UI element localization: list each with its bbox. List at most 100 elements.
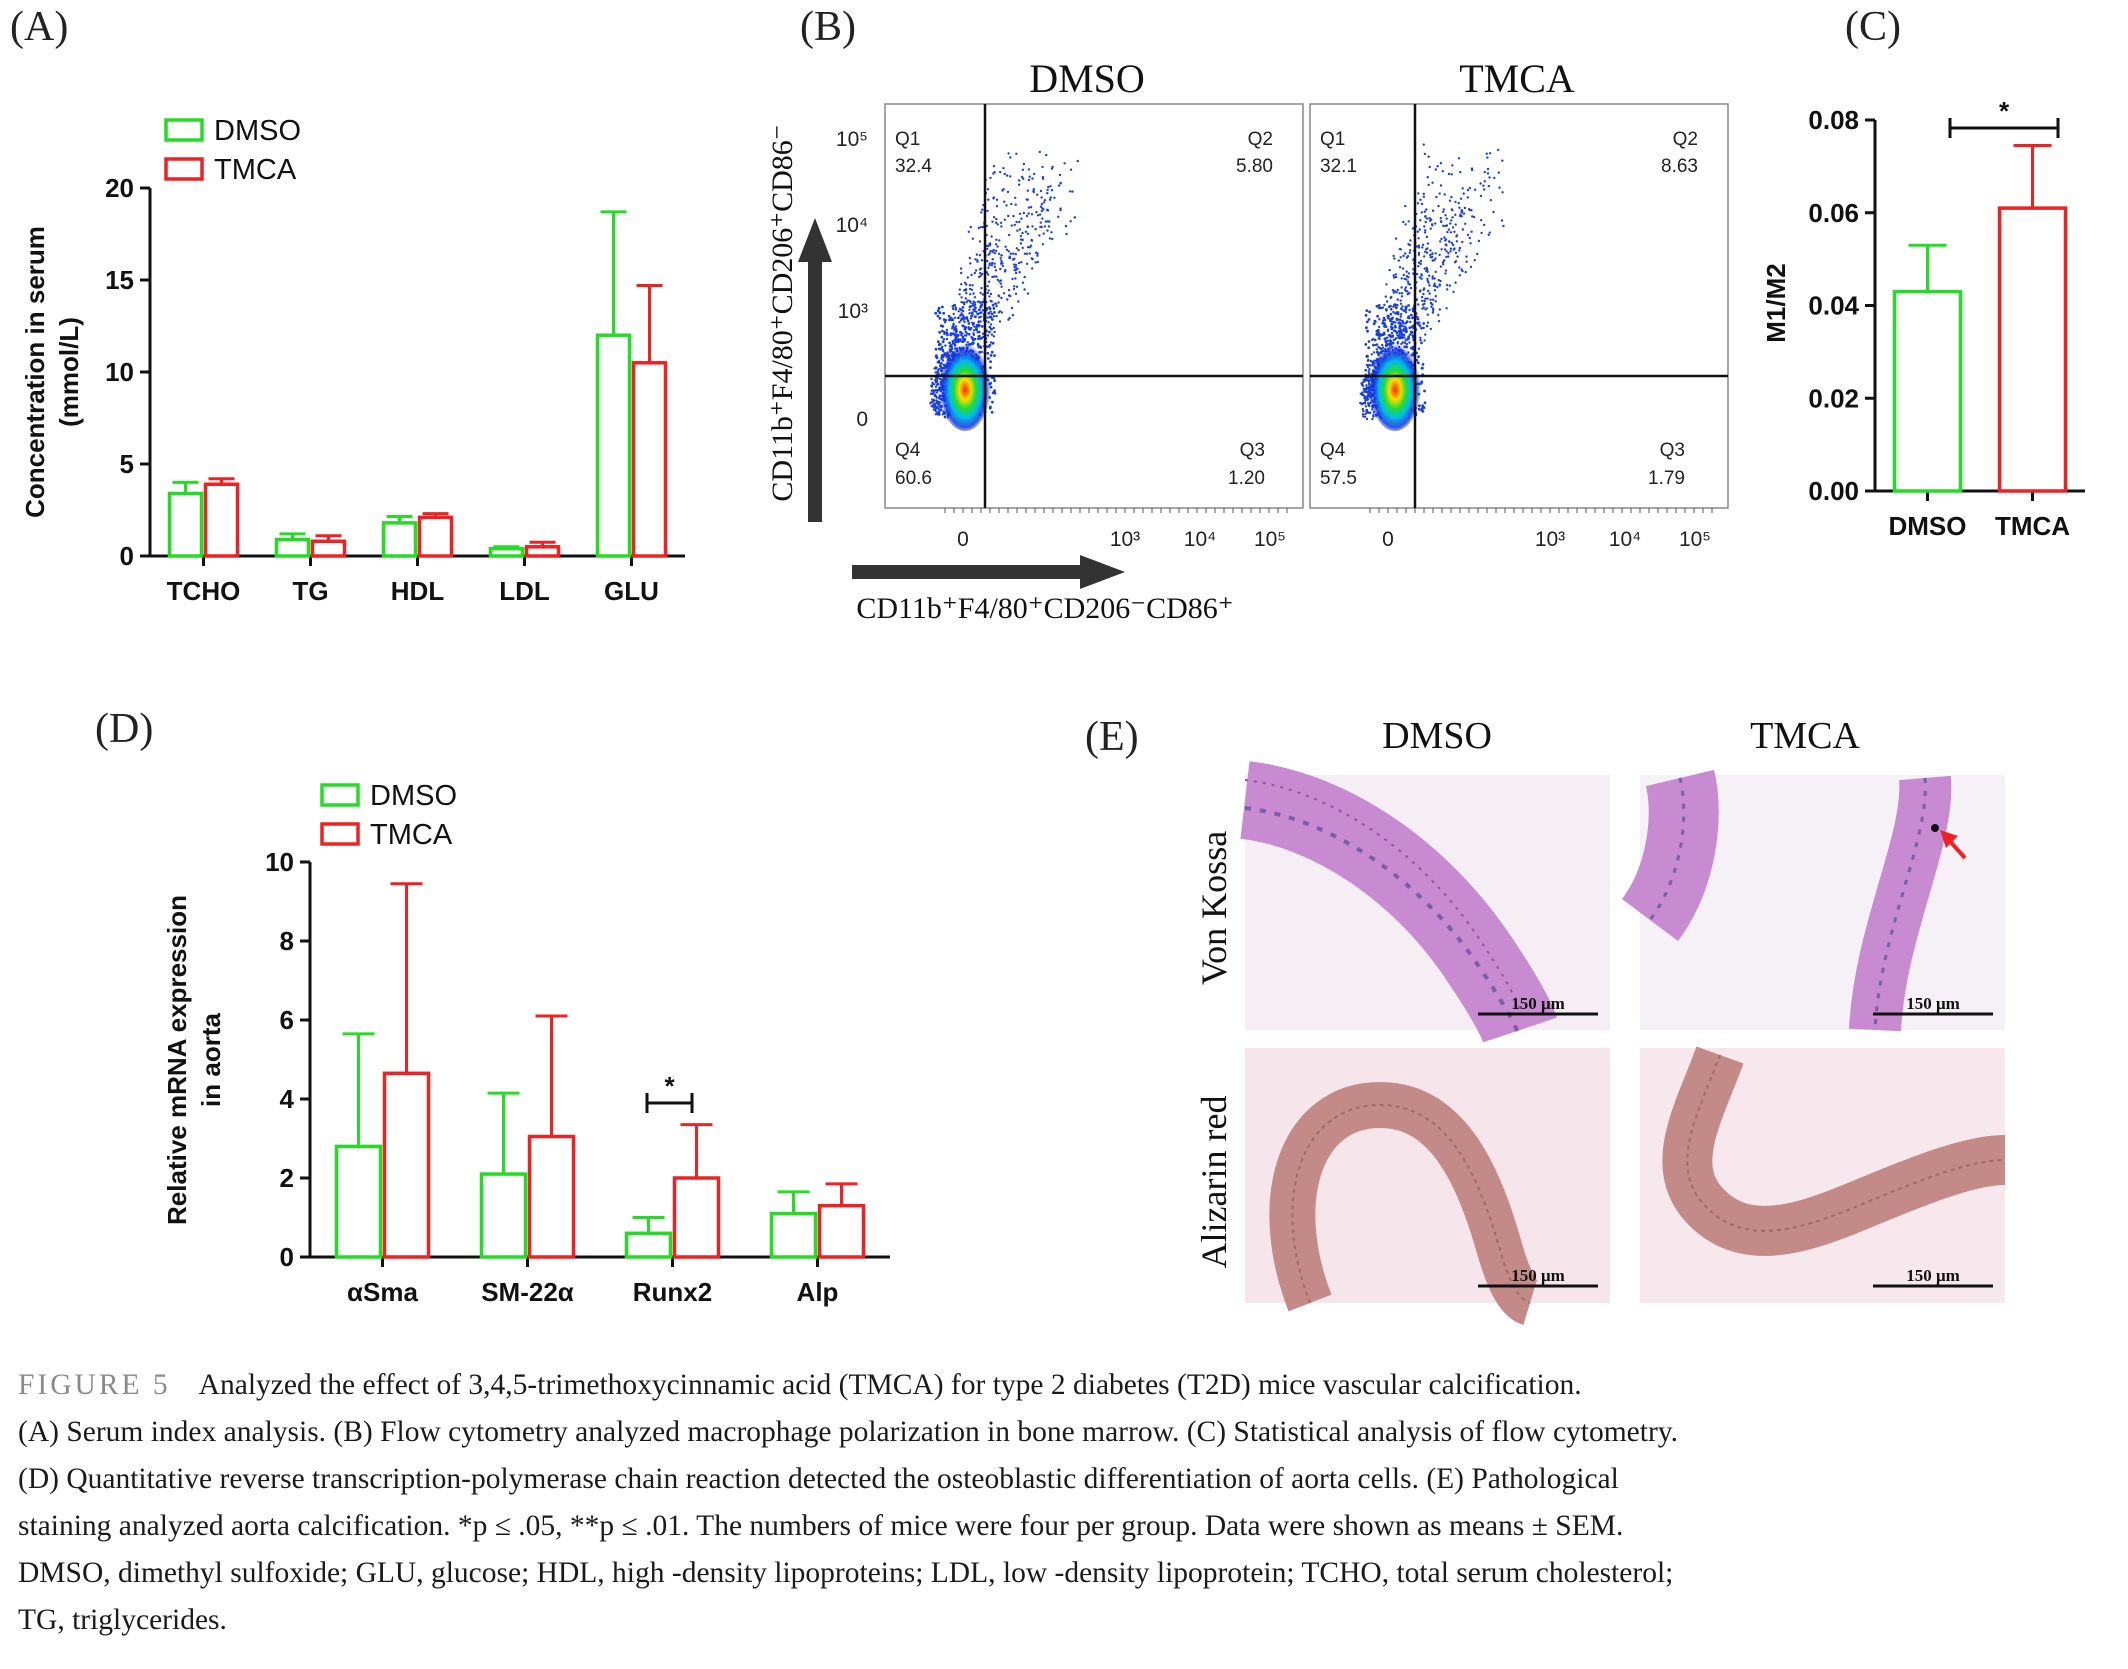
scatter-point	[1424, 220, 1427, 224]
scatter-point	[1451, 226, 1455, 229]
scatter-point	[1470, 168, 1474, 172]
scatter-point	[973, 271, 976, 275]
scatter-point	[1014, 203, 1017, 206]
scatter-point	[981, 332, 985, 335]
scatter-point	[1404, 223, 1407, 226]
scatter-point	[1458, 266, 1461, 269]
scatter-point	[1366, 402, 1370, 405]
scatter-point	[940, 357, 943, 361]
scatter-point	[1017, 248, 1020, 252]
scatter-point	[1028, 246, 1032, 249]
scatter-point	[1036, 260, 1040, 264]
scatter-point	[1041, 175, 1045, 179]
scatter-point	[986, 357, 990, 360]
scatter-point	[1392, 274, 1395, 277]
scatter-point	[960, 296, 963, 299]
scatter-point	[1408, 326, 1412, 330]
scatter-point	[954, 336, 958, 340]
flow-x-tick: 10³	[1110, 528, 1140, 551]
scatter-point	[1368, 310, 1371, 314]
scatter-point	[1367, 346, 1371, 350]
scatter-point	[1498, 186, 1501, 189]
scatter-point	[1422, 192, 1426, 195]
scatter-point	[945, 328, 948, 332]
bar	[672, 1176, 721, 1259]
scatter-point	[1069, 220, 1072, 223]
scatter-point	[1445, 224, 1449, 227]
scatter-point	[986, 334, 990, 337]
scatter-point	[992, 335, 996, 338]
scatter-point	[1426, 176, 1430, 179]
scatter-point	[966, 319, 970, 323]
scatter-point	[1404, 204, 1407, 208]
scatter-point	[1386, 316, 1390, 320]
scatter-point	[992, 216, 996, 219]
scatter-point	[979, 291, 982, 295]
scatter-point	[1398, 330, 1402, 333]
scatter-point	[988, 406, 992, 410]
scatter-point	[1486, 172, 1490, 175]
scatter-point	[1450, 241, 1454, 245]
scatter-point	[1393, 290, 1397, 293]
scatter-point	[1363, 401, 1367, 405]
scatter-point	[986, 244, 990, 248]
scatter-point	[1454, 200, 1457, 204]
legend-swatch	[164, 157, 204, 181]
scatter-point	[1000, 261, 1003, 264]
panel-a-bars	[167, 210, 668, 558]
scatter-point	[1018, 271, 1021, 274]
scatter-point	[1445, 250, 1448, 253]
scatter-point	[949, 318, 953, 322]
scatter-point	[974, 258, 977, 261]
scatter-point	[1386, 314, 1390, 318]
flow-x-ticks: 0 10³ 10⁴ 10⁵ 0 10³ 10⁴ 10⁵	[957, 528, 1711, 551]
scatter-point	[1002, 188, 1005, 191]
scatter-point	[933, 367, 936, 370]
scatter-point	[1439, 240, 1442, 243]
scatter-point	[1398, 247, 1402, 251]
scatter-point	[1411, 227, 1415, 230]
scatter-point	[1404, 305, 1408, 309]
scatter-point	[1401, 320, 1404, 324]
scatter-point	[1423, 231, 1427, 234]
scatter-point	[980, 286, 983, 290]
scatter-point	[935, 399, 938, 402]
scatter-point	[1411, 345, 1415, 349]
scatter-point	[1023, 252, 1027, 255]
scatter-point	[1361, 413, 1365, 416]
scatter-point	[1427, 289, 1430, 293]
scatter-point	[971, 237, 974, 240]
scatter-point	[953, 316, 957, 319]
panel-a-label: (A)	[10, 4, 68, 50]
scatter-point	[1417, 192, 1420, 195]
scatter-point	[969, 301, 972, 304]
scatter-point	[935, 356, 939, 360]
scatter-point	[1007, 214, 1010, 218]
scatter-point	[938, 401, 942, 404]
y-arrow-head	[798, 218, 832, 262]
scatter-point	[1018, 179, 1021, 182]
scatter-point	[997, 294, 1000, 297]
scatter-point	[1431, 303, 1434, 306]
scatter-point	[1420, 202, 1424, 206]
scatter-point	[1417, 251, 1421, 255]
scatter-point	[1377, 304, 1381, 307]
scatter-point	[988, 330, 991, 334]
scatter-point	[931, 400, 934, 403]
flow-y-ticks: 10⁵ 10⁴ 10³ 0	[836, 128, 868, 431]
scatter-point	[968, 256, 972, 260]
scatter-point	[1003, 270, 1007, 273]
scatter-point	[1469, 242, 1472, 245]
scatter-point	[1013, 257, 1016, 260]
scatter-point	[1408, 249, 1412, 252]
scatter-point	[1401, 305, 1404, 308]
scatter-point	[1009, 175, 1012, 178]
scatter-point	[1408, 341, 1411, 344]
scatter-point	[1046, 229, 1049, 232]
scatter-point	[1423, 389, 1426, 393]
scatter-point	[1428, 217, 1431, 220]
scatter-point	[1404, 308, 1408, 311]
scatter-point	[1467, 208, 1471, 211]
scatter-point	[979, 271, 982, 275]
scatter-point	[1439, 162, 1443, 165]
